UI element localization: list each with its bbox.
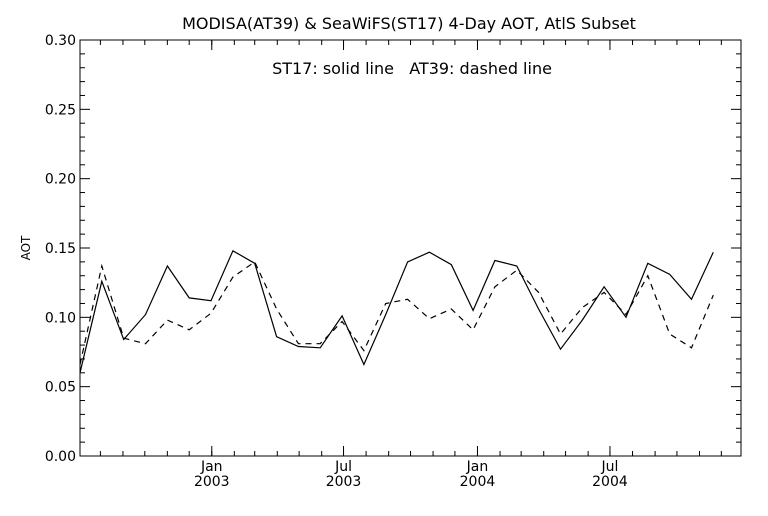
y-axis: 0.00 0.05 0.10 0.15 0.20 0.25 0.30 [45,33,741,465]
y-tick-label: 0.00 [45,449,76,465]
x-tick-label-year: 2004 [460,474,496,490]
y-tick-label: 0.20 [45,172,76,188]
y-axis-label: AOT [19,235,33,260]
series-layer [80,251,713,373]
x-tick-label-month: Jul [334,459,352,475]
x-tick-label-month: Jan [200,459,223,475]
line-style-annotation: ST17: solid line AT39: dashed line [272,59,552,78]
x-tick-label-month: Jul [601,459,619,475]
y-tick-label: 0.15 [45,241,76,257]
plot-frame [80,40,741,456]
x-tick-label-year: 2004 [592,474,628,490]
y-tick-label: 0.25 [45,102,76,118]
series-line-st17-solid [80,251,713,373]
x-tick-label-year: 2003 [326,474,362,490]
chart-title: MODISA(AT39) & SeaWiFS(ST17) 4-Day AOT, … [182,14,636,33]
y-tick-label: 0.10 [45,310,76,326]
y-tick-label: 0.30 [45,33,76,49]
x-tick-label-year: 2003 [194,474,230,490]
y-tick-label: 0.05 [45,380,76,396]
x-tick-label-month: Jan [466,459,489,475]
